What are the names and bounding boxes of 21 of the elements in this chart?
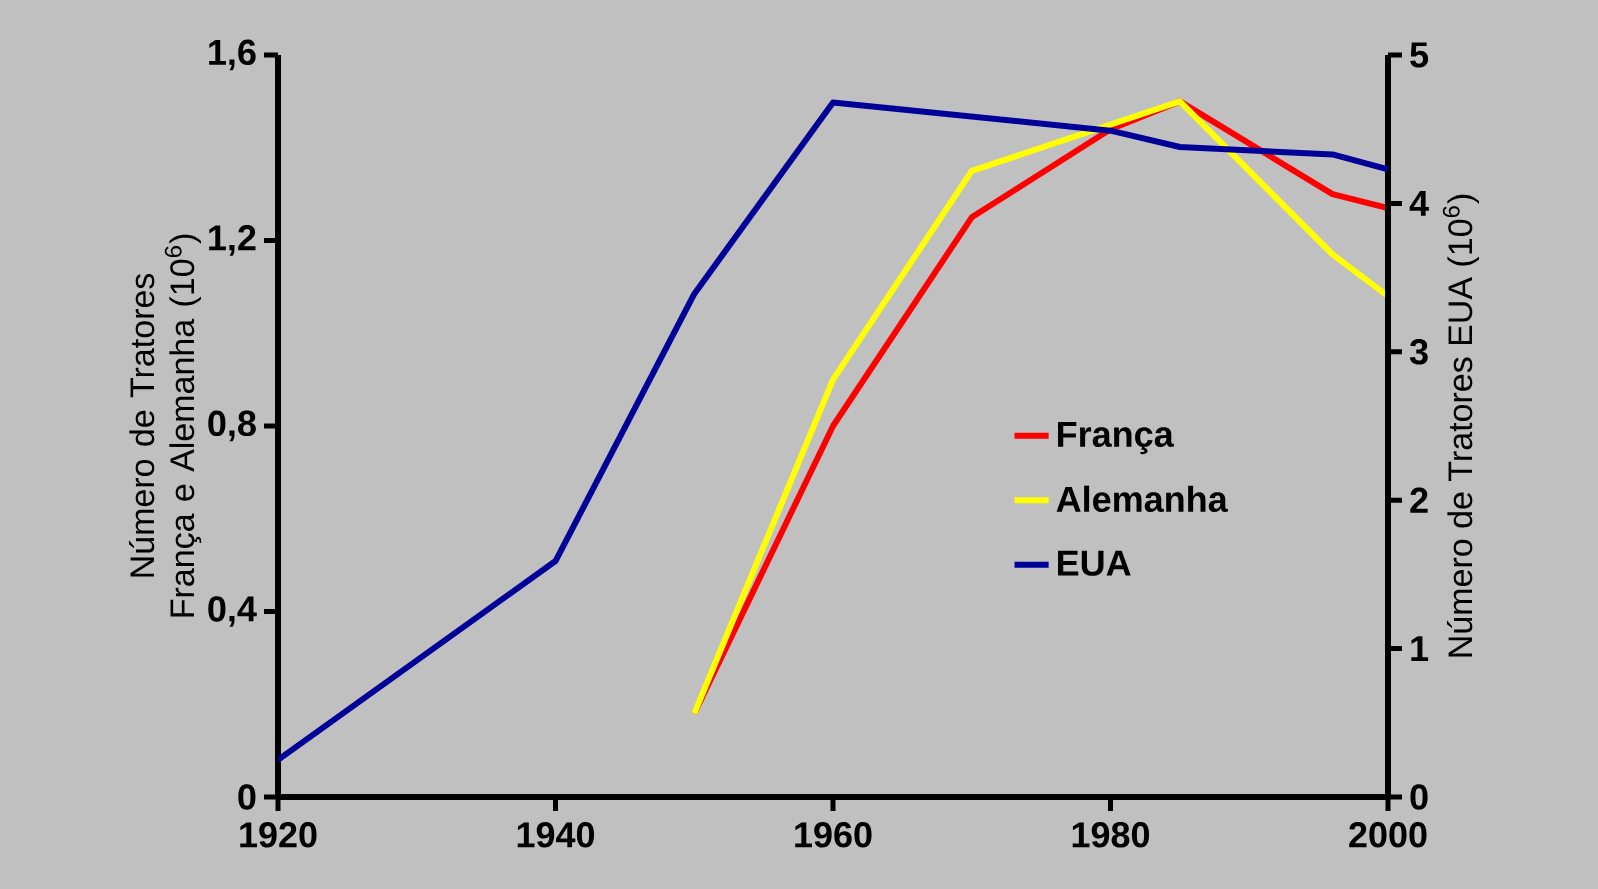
y2-tick-label: 4	[1409, 191, 1429, 216]
y-tick-label: 0,4	[208, 596, 257, 627]
y-tick-label: 0	[238, 784, 256, 810]
y2-axis-title: Número de Tratores EUA (10$^{6}$)	[1442, 194, 1480, 657]
legend-label: Alemanha	[1056, 485, 1228, 513]
y2-tick-label: 2	[1410, 487, 1428, 513]
y2-tick-label: 5	[1410, 42, 1429, 68]
y-tick-label: 0,8	[208, 410, 256, 442]
x-tick-label: 1940	[517, 822, 595, 848]
y-tick-label: 1,2	[209, 225, 256, 256]
x-tick-label: 2000	[1349, 822, 1427, 848]
y2-tick-label: 3	[1409, 339, 1428, 365]
x-tick-label: 1920	[240, 822, 317, 848]
y2-tick-label: 1	[1411, 636, 1429, 661]
y-axis-title: Número de Tratores França e Alemanha (10$^{6}$)	[128, 234, 202, 617]
x-tick-label: 1980	[1072, 822, 1150, 848]
y2-tick-label: 0	[1410, 784, 1428, 810]
legend-label: EUA	[1058, 550, 1131, 576]
x-tick-label: 1960	[795, 822, 872, 848]
y-tick-label: 1,6	[209, 39, 256, 71]
legend-label: França	[1058, 421, 1174, 455]
